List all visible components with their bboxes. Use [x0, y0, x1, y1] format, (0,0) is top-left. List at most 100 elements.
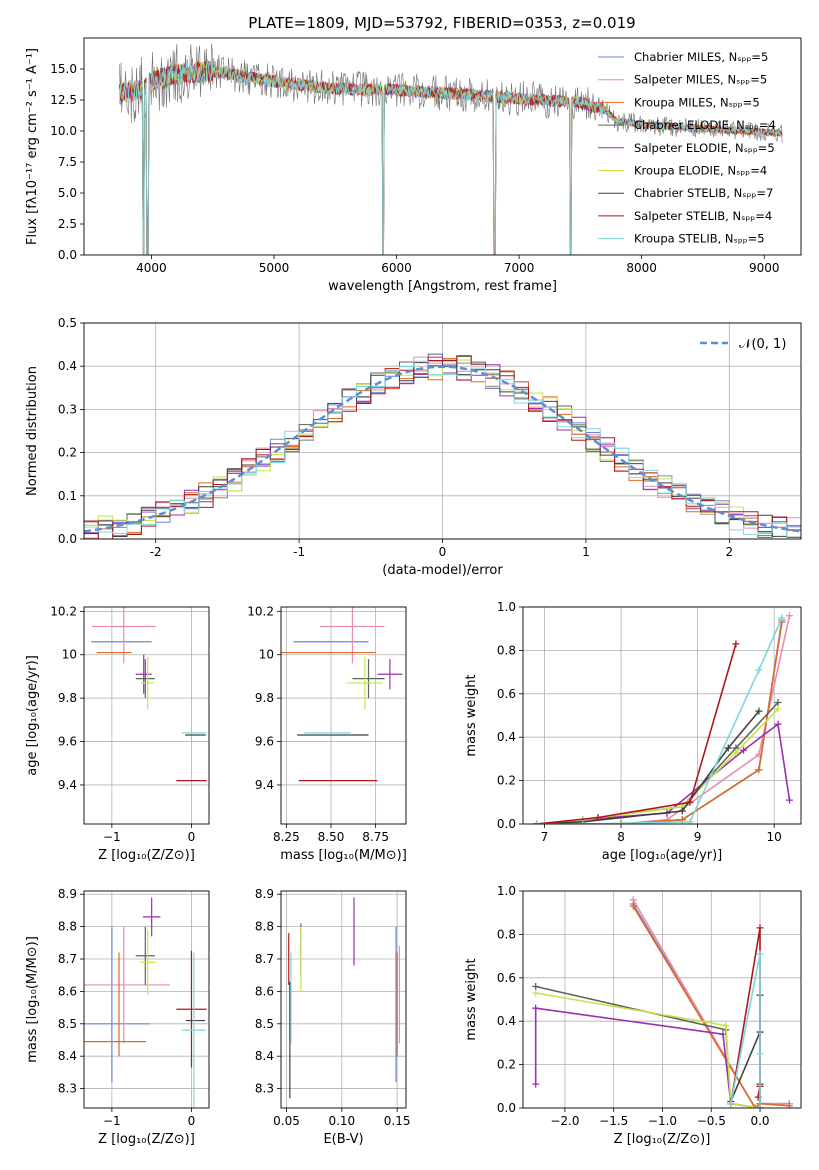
legend-label-salpeter_stelib: Salpeter STELIB, Nₛₚₚ=4	[634, 209, 772, 223]
plot-frame	[522, 890, 802, 1109]
histogram-chabrier_stelib	[84, 360, 801, 538]
y-tick-label: 0.2	[58, 446, 77, 460]
weight-line-chabrier_elodie	[536, 701, 779, 824]
weight-line-kroupa_miles	[632, 905, 790, 1108]
legend-label-kroupa_stelib: Kroupa STELIB, Nₛₚₚ=5	[634, 232, 765, 246]
y-tick-label: 12.5	[50, 93, 77, 107]
y-tick-label: 8.4	[255, 1049, 274, 1063]
x-tick-label: 0	[439, 545, 447, 559]
weight-marker-kroupa_stelib	[686, 818, 694, 824]
x-tick-label: 9000	[749, 261, 780, 275]
x-tick-label: -1	[293, 545, 305, 559]
y-tick-label: 8.3	[58, 1082, 77, 1096]
y-tick-label: 8.7	[58, 952, 77, 966]
legend-label-salpeter_elodie: Salpeter ELODIE, Nₛₚₚ=5	[634, 141, 775, 155]
weight-line-kroupa_miles	[536, 622, 783, 824]
x-tick-label: 0.10	[328, 1114, 355, 1128]
chart-age_vs_mass: 8.25 8.50 8.75 9.4 9.6 9.8 10 10.2 mass [log₁₀(M…	[247, 604, 407, 863]
data-layer-mass_vs_ebv	[288, 897, 400, 1099]
weight-marker-kroupa_stelib	[756, 1104, 764, 1108]
y-tick-label: 10.0	[50, 124, 77, 138]
weight-marker-kroupa_stelib	[778, 614, 786, 622]
weight-line-salpeter_stelib	[536, 643, 737, 824]
x-tick-label: 1	[582, 545, 590, 559]
y-tick-label: 9.6	[255, 735, 274, 749]
data-layer-weight_vs_Z	[532, 896, 793, 1108]
weight-marker-kroupa_stelib	[755, 666, 763, 674]
weight-marker-chabrier_stelib	[678, 807, 686, 815]
chart-mass_vs_ebv: 0.05 0.10 0.15 8.3 8.4 8.5 8.6 8.7 8.8 8.9 E(B-V)	[255, 887, 411, 1147]
weight-marker-kroupa_elodie	[774, 705, 782, 713]
weight-marker-kroupa_miles	[751, 1104, 759, 1108]
weight-marker-kroupa_miles	[755, 766, 763, 774]
x-tick-label: 0.05	[273, 1114, 300, 1128]
weight-marker-chabrier_elodie	[532, 982, 540, 990]
x-axis-label: wavelength [Angstrom, rest frame]	[328, 279, 557, 294]
legend-label-salpeter_miles: Salpeter MILES, Nₛₚₚ=5	[634, 73, 767, 87]
x-tick-label: 8.75	[362, 830, 389, 844]
y-tick-label: 2.5	[58, 217, 77, 231]
weight-marker-kroupa_elodie	[532, 989, 540, 997]
y-tick-label: 0.2	[497, 1058, 516, 1072]
plot-frame	[280, 606, 407, 825]
data-layer-age_vs_mass	[281, 607, 403, 782]
data-layer-spectrum	[119, 43, 783, 255]
y-tick-label: 0.2	[497, 774, 516, 788]
y-tick-label: 9.4	[58, 778, 77, 792]
y-tick-label: 5.0	[58, 186, 77, 200]
x-tick-label: −1	[103, 830, 121, 844]
x-tick-label: 4000	[136, 261, 167, 275]
chart-mass_vs_Z: −1 0 8.3 8.4 8.5 8.6 8.7 8.8 8.9 Z [log₁₀(Z/Z⊙)] m…	[25, 887, 210, 1147]
plot-frame	[83, 606, 210, 825]
weight-marker-salpeter_elodie	[740, 746, 748, 754]
x-tick-label: 2	[725, 545, 733, 559]
x-tick-label: 8.25	[273, 830, 300, 844]
y-tick-label: 0.5	[58, 316, 77, 330]
chart-residuals: -2 -1 0 1 2 0.0 0.1 0.2 0.3 0.4 0.5 (data-model)/er…	[25, 316, 802, 578]
weight-line-chabrier_elodie	[535, 985, 761, 1108]
x-tick-label: 7000	[504, 261, 535, 275]
weight-marker-salpeter_stelib	[594, 813, 602, 821]
x-axis-label: Z [log₁₀(Z/Z⊙)]	[98, 848, 195, 863]
y-tick-label: 0.0	[58, 532, 77, 546]
y-tick-label: 9.8	[58, 691, 77, 705]
weight-marker-salpeter_elodie	[532, 1004, 540, 1012]
y-tick-label: 0.6	[497, 687, 516, 701]
y-axis-label: Normed distribution	[25, 366, 40, 496]
y-tick-label: 0.0	[497, 817, 516, 831]
x-tick-label: 8	[617, 830, 625, 844]
weight-marker-chabrier_stelib	[755, 707, 763, 715]
y-tick-label: 0.4	[58, 359, 77, 373]
x-axis-label: mass [log₁₀(M/M⊙)]	[280, 848, 407, 863]
weight-marker-salpeter_stelib	[732, 640, 740, 648]
y-tick-label: 8.3	[255, 1082, 274, 1096]
weight-marker-kroupa_stelib	[756, 950, 764, 958]
weight-marker-kroupa_elodie	[732, 748, 740, 756]
chart-panels: 4000 5000 6000 7000 8000 90000.02.55.07.510.0…	[25, 37, 802, 1147]
y-tick-label: 8.6	[58, 984, 77, 998]
weight-marker-salpeter_elodie	[774, 720, 782, 728]
y-tick-label: 9.4	[255, 778, 274, 792]
y-tick-label: 0.4	[497, 1014, 516, 1028]
plot-frame	[280, 890, 407, 1109]
y-tick-label: 0.3	[58, 402, 77, 416]
plot-frame	[83, 890, 210, 1109]
x-tick-label: 8.50	[318, 830, 345, 844]
y-tick-label: 8.8	[58, 920, 77, 934]
weight-marker-salpeter_miles	[629, 896, 637, 904]
y-tick-label: 8.5	[255, 1017, 274, 1031]
weight-marker-salpeter_miles	[786, 612, 794, 620]
y-tick-label: 0.1	[58, 489, 77, 503]
weight-marker-salpeter_stelib	[686, 798, 694, 806]
histogram-salpeter_stelib	[84, 355, 801, 539]
x-tick-label: −2.0	[550, 1114, 579, 1128]
legend-label-chabrier_elodie: Chabrier ELODIE, Nₛₚₚ=4	[634, 118, 776, 132]
chart-weight_vs_Z: −2.0 −1.5 −1.0 −0.5 0.0 0.0 0.2 0.4 0.6 0.8 1.0 Z […	[464, 884, 802, 1147]
y-tick-label: 8.7	[255, 952, 274, 966]
x-tick-label: 7	[541, 830, 549, 844]
x-axis-label: (data-model)/error	[382, 563, 503, 578]
chart-spectrum: 4000 5000 6000 7000 8000 9000 0.0 2.5 5.0 7.5 10.0…	[25, 37, 802, 294]
weight-marker-kroupa_miles	[629, 902, 637, 910]
weight-marker-chabrier_elodie	[774, 698, 782, 706]
